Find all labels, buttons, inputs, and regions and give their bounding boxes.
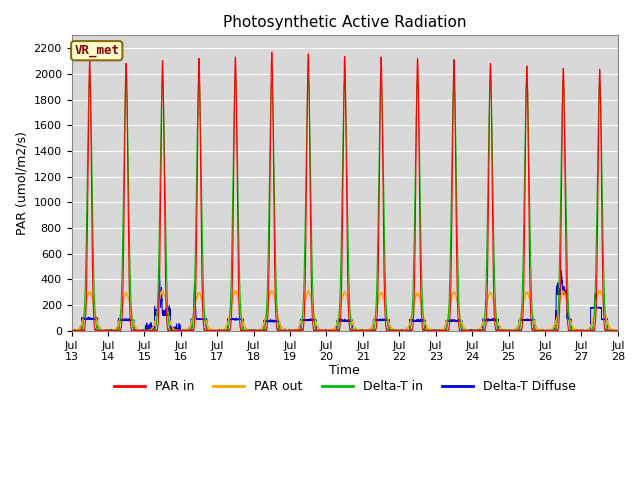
Text: VR_met: VR_met	[74, 44, 119, 57]
Legend: PAR in, PAR out, Delta-T in, Delta-T Diffuse: PAR in, PAR out, Delta-T in, Delta-T Dif…	[109, 375, 580, 398]
Title: Photosynthetic Active Radiation: Photosynthetic Active Radiation	[223, 15, 467, 30]
Y-axis label: PAR (umol/m2/s): PAR (umol/m2/s)	[15, 131, 28, 235]
X-axis label: Time: Time	[330, 363, 360, 377]
